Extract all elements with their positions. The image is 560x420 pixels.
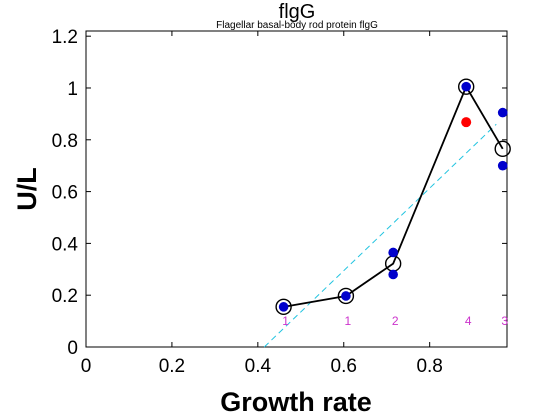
replicate-point [497,160,508,171]
mean-marker [457,78,475,95]
x-tick-label: 0.6 [331,356,357,377]
x-tick-label: 0 [81,356,92,377]
y-tick-label: 0.8 [52,131,78,152]
chart-subtitle: Flagellar basal-body rod protein flgG [216,20,378,31]
x-tick-label: 0.2 [159,356,185,377]
replicate-point [341,291,351,301]
x-axis: 0 0.2 0.4 0.6 0.8 [81,31,443,377]
x-tick-label: 0.8 [416,356,442,377]
fit-line-layer [263,123,497,348]
mean-line [283,84,504,308]
replicate-point [388,247,398,258]
y-tick-label: 0.2 [52,286,78,307]
y-tick-label: 0.4 [52,234,79,255]
replicate-point [278,302,289,312]
x-tick-label: 0.4 [245,356,272,377]
mean-marker [494,140,511,158]
replicate-point [497,107,508,118]
replicate-point [461,81,471,92]
mean-marker [337,287,355,305]
y-tick-label: 1.2 [52,27,78,48]
fit-line [263,123,497,348]
plot-area [85,30,508,348]
mean-marker [275,298,292,316]
replicate-count-label: 4 [465,314,472,328]
point-layer [278,81,508,312]
y-axis: 0 0.2 0.4 0.6 0.8 1 1.2 [52,27,507,359]
y-tick-label: 1 [67,79,78,100]
y-tick-label: 0.6 [52,183,78,204]
y-tick-label: 0 [67,338,78,359]
y-axis-label: U/L [12,167,42,211]
replicate-count-label: 1 [282,314,289,328]
replicate-point [388,269,398,280]
replicate-count-label: 3 [501,314,508,328]
x-axis-label: Growth rate [220,387,372,417]
outlier-point [461,117,472,128]
replicate-count-label: 2 [392,314,399,328]
annotation-layer: 1 1 2 4 3 [282,314,508,328]
chart-title: flgG [279,1,316,23]
replicate-count-label: 1 [345,314,352,328]
